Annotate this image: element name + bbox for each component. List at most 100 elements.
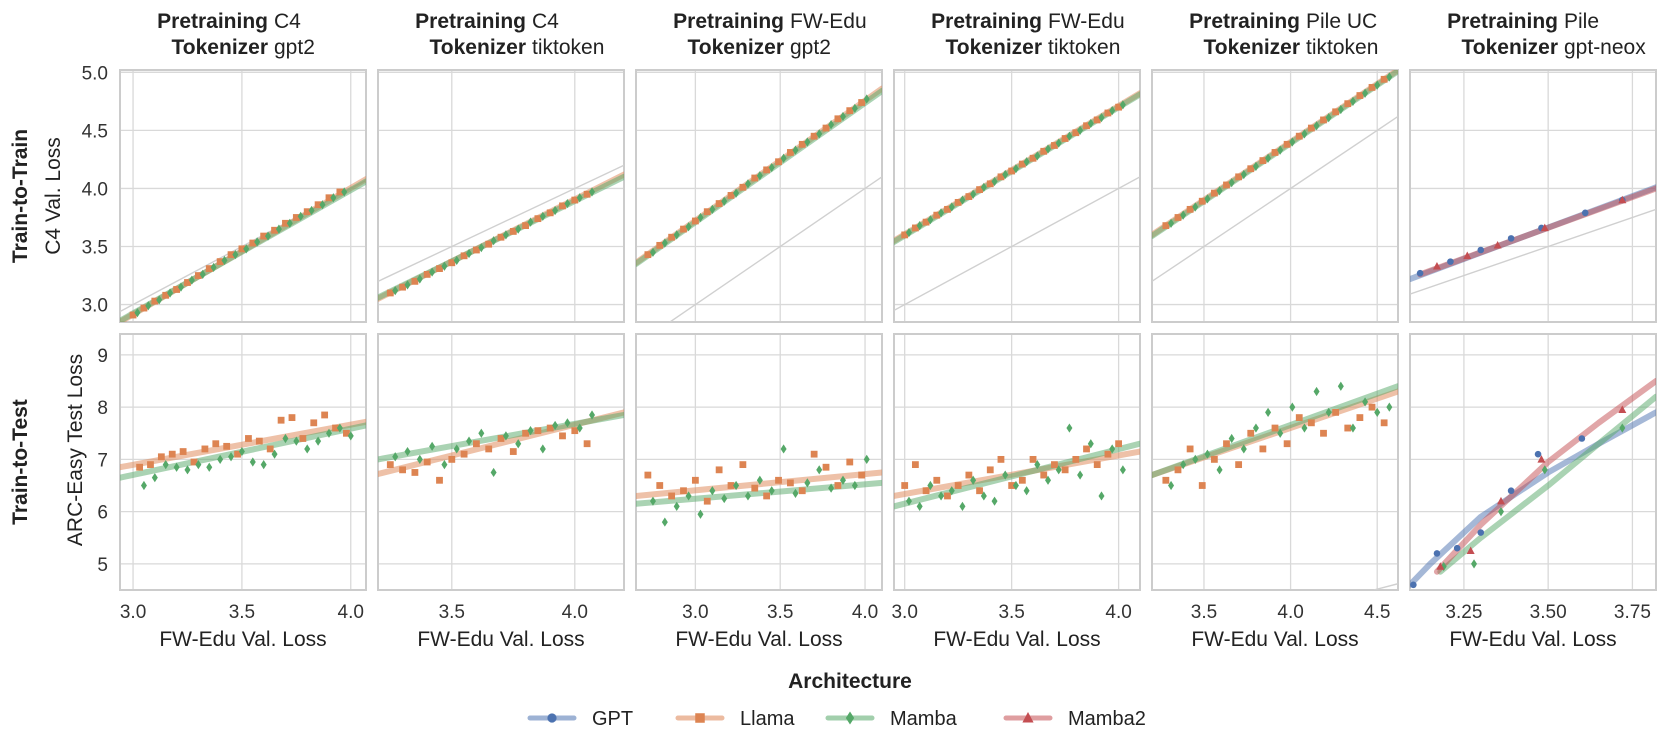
point-mamba [905, 227, 912, 238]
point-llama [448, 455, 456, 463]
point-mamba [1301, 423, 1308, 433]
point-mamba [980, 491, 987, 501]
point-llama [644, 251, 652, 259]
point-llama [546, 424, 554, 432]
header-pretraining-key: Pretraining [1189, 10, 1300, 33]
point-llama [303, 208, 311, 216]
point-mamba [1337, 104, 1344, 115]
point-llama [997, 455, 1005, 463]
point-llama [571, 196, 579, 204]
point-llama [668, 233, 676, 241]
point-llama [1174, 214, 1182, 221]
plot-area [894, 90, 1140, 312]
point-mamba [1066, 131, 1073, 141]
point-llama [1061, 466, 1069, 474]
legend-marker-diamond [845, 711, 855, 725]
x-tick-label: 4.0 [1105, 602, 1131, 623]
point-gpt [1410, 581, 1417, 589]
point-llama [288, 414, 296, 421]
point-mamba [1192, 454, 1199, 464]
point-llama [1115, 103, 1123, 111]
point-mamba [308, 205, 315, 216]
point-mamba [1386, 72, 1393, 82]
point-mamba [156, 295, 163, 305]
point-mamba [938, 208, 945, 218]
point-mamba [151, 473, 158, 483]
point-mamba [1087, 439, 1094, 449]
point-mamba [392, 286, 399, 296]
point-mamba [1168, 218, 1175, 228]
header-pretraining-value: FW-Edu [790, 10, 867, 33]
point-llama [1356, 414, 1364, 421]
point-llama [1115, 440, 1123, 448]
point-mamba [649, 247, 656, 257]
grid [1410, 70, 1656, 322]
point-mamba [1109, 106, 1116, 116]
point-llama [1051, 142, 1058, 149]
point-llama [1186, 205, 1194, 213]
point-mamba2 [1432, 261, 1441, 270]
header-pretraining-value: C4 [532, 10, 559, 33]
y-tick-label: 6 [97, 503, 108, 524]
point-llama [336, 188, 344, 196]
point-llama [1344, 100, 1352, 108]
point-llama [965, 193, 973, 200]
point-llama [944, 205, 951, 213]
point-mamba [959, 195, 966, 205]
x-axis-label: FW-Edu Val. Loss [1191, 628, 1358, 651]
y-tick-label: 4.0 [82, 179, 108, 200]
point-llama [858, 99, 866, 106]
x-tick-label: 3.0 [120, 602, 146, 623]
point-mamba [173, 462, 180, 472]
point-llama [1093, 116, 1101, 124]
point-mamba [863, 94, 870, 104]
panel-2-row-1 [377, 69, 625, 323]
point-llama [1235, 461, 1243, 469]
point-gpt [1507, 235, 1515, 242]
point-llama [282, 219, 289, 227]
point-gpt [1507, 487, 1515, 495]
point-llama [1210, 455, 1218, 463]
point-llama [1283, 140, 1291, 148]
legend-label: Mamba2 [1068, 708, 1146, 730]
point-mamba [576, 193, 583, 203]
point-llama [798, 487, 806, 495]
point-llama [1008, 482, 1016, 489]
point-llama [522, 429, 529, 437]
point-mamba [1362, 88, 1369, 98]
point-mamba [1216, 186, 1223, 196]
point-llama [727, 482, 735, 489]
grid [636, 70, 882, 322]
legend-label: Llama [740, 708, 795, 730]
legend-item-gpt: GPT [527, 708, 633, 730]
point-mamba [905, 496, 912, 506]
x-axis-label: FW-Edu Val. Loss [159, 628, 326, 651]
point-llama [1235, 173, 1243, 181]
point-mamba [970, 475, 977, 485]
point-llama [858, 471, 866, 479]
panel-col-4: Pretraining FW-Edu Tokenizer tiktoken 3.0 3.5… [891, 10, 1141, 651]
legend-marker-square [695, 713, 705, 723]
panel-3-row-1 [635, 69, 883, 323]
point-llama [691, 217, 699, 225]
point-llama [1247, 429, 1255, 437]
point-mamba [1277, 145, 1284, 155]
point-llama [1051, 461, 1058, 469]
point-llama [343, 429, 350, 437]
point-llama [901, 231, 909, 239]
point-mamba [697, 212, 704, 223]
header-pretraining-key: Pretraining [931, 10, 1042, 33]
point-llama [997, 173, 1005, 181]
point-mamba [490, 236, 497, 246]
point-mamba [1349, 423, 1356, 433]
point-mamba [515, 439, 522, 449]
point-llama [583, 440, 591, 448]
point-mamba [927, 480, 934, 491]
plot-area [1152, 70, 1398, 282]
point-llama [399, 283, 406, 291]
x-tick-label: 3.5 [439, 602, 465, 623]
point-mamba [188, 275, 195, 285]
point-llama [954, 198, 962, 206]
panel-frame [1151, 333, 1399, 591]
point-llama [680, 225, 687, 233]
